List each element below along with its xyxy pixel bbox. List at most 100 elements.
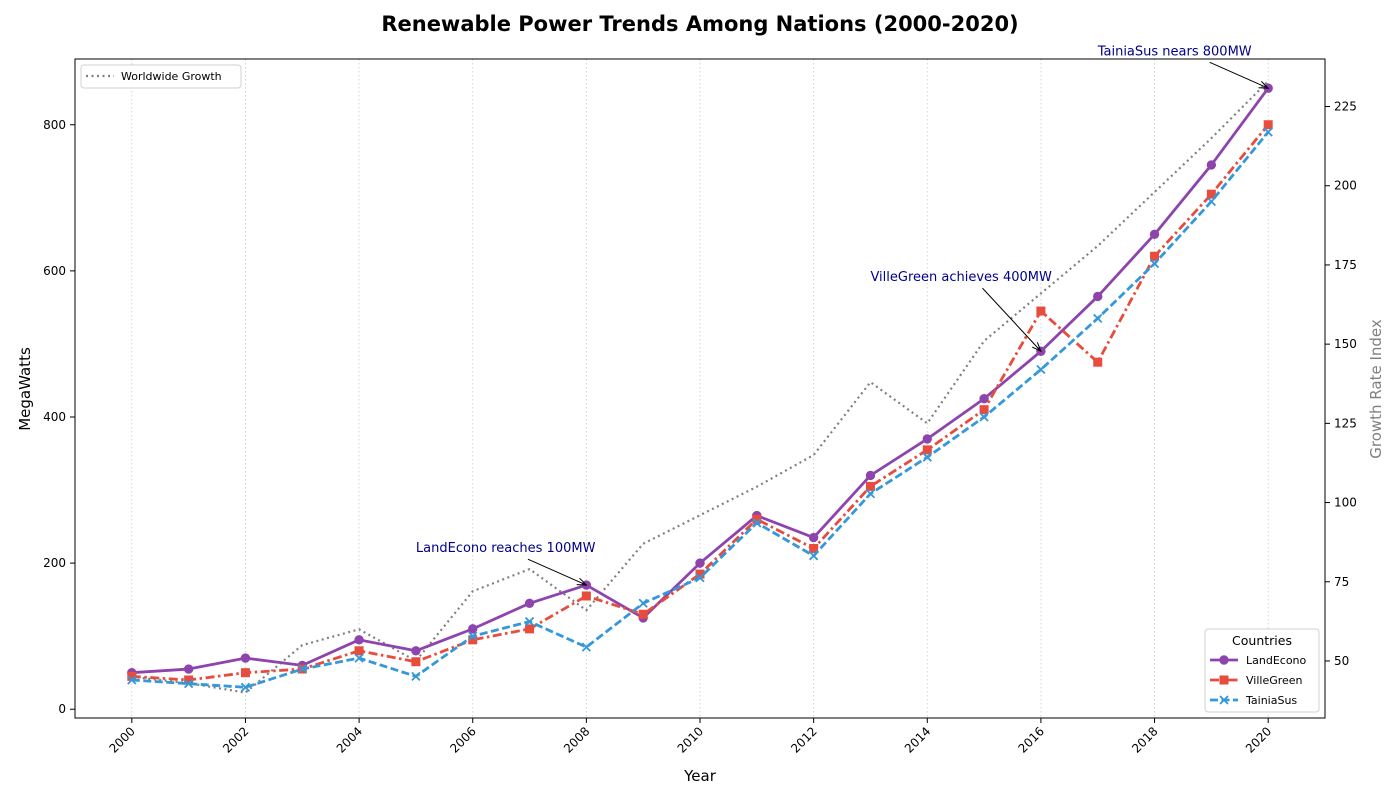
legend-label-villegreen: VilleGreen xyxy=(1246,674,1303,687)
x-tick-label-2004: 2004 xyxy=(334,724,365,755)
point-villegreen-2017 xyxy=(1093,357,1103,367)
legend-countries-box xyxy=(1204,628,1320,713)
y-tick-label-400: 400 xyxy=(43,410,66,424)
point-tainiasus-2018 xyxy=(1149,258,1160,269)
point-villegreen-2013 xyxy=(865,481,875,491)
annotations: LandEcono reaches 100MW VilleGreen achiev… xyxy=(416,44,1270,586)
annotation-1: LandEcono reaches 100MW xyxy=(416,541,596,586)
x-tick-label-2020: 2020 xyxy=(1243,724,1274,755)
point-landecono-2015 xyxy=(979,394,989,404)
point-tainiasus-2003 xyxy=(297,664,307,674)
point-tainiasus-2012 xyxy=(808,551,819,561)
point-landecono-2002 xyxy=(240,653,251,663)
y2-tick-label-225: 225 xyxy=(1334,100,1357,114)
y-tick-label-800: 800 xyxy=(43,118,66,132)
point-villegreen-2008 xyxy=(581,591,591,601)
series-tainiasus xyxy=(127,127,1273,692)
y2-tick-label-50: 50 xyxy=(1334,654,1349,668)
y2-tick-label-200: 200 xyxy=(1334,179,1357,193)
annotation-2: VilleGreen achieves 400MW xyxy=(870,270,1052,353)
point-landecono-2019 xyxy=(1206,160,1217,170)
point-villegreen-2018 xyxy=(1150,251,1160,261)
x-tick-label-2018: 2018 xyxy=(1129,724,1160,755)
legend-countries: Countries LandEcono VilleGreen TainiaSus xyxy=(1204,628,1320,713)
annotation-3: TainiaSus nears 800MW xyxy=(1097,44,1270,89)
point-tainiasus-2008 xyxy=(581,642,592,652)
y2-tick-label-125: 125 xyxy=(1334,416,1357,430)
x-axis: 2000 2002 2004 2006 2008 2010 2012 2014 2016 2018… xyxy=(106,718,1274,756)
point-tainiasus-2019 xyxy=(1206,196,1216,207)
point-villegreen-2005 xyxy=(411,657,421,667)
point-villegreen-2002 xyxy=(240,668,250,678)
chart-title: Renewable Power Trends Among Nations (20… xyxy=(381,12,1018,36)
annotation-arrow-1 xyxy=(527,558,587,586)
point-villegreen-2020 xyxy=(1263,120,1273,130)
x-tick-label-2000: 2000 xyxy=(106,724,137,755)
legend-label-landecono: LandEcono xyxy=(1246,654,1307,667)
point-tainiasus-2007 xyxy=(524,616,535,627)
point-tainiasus-2011 xyxy=(752,518,762,528)
point-tainiasus-2010 xyxy=(695,573,705,583)
legend-marker-tainiasus xyxy=(1219,695,1229,705)
point-tainiasus-2009 xyxy=(638,598,648,608)
annotation-text-3: TainiaSus nears 800MW xyxy=(1097,44,1252,59)
annotation-text-2: VilleGreen achieves 400MW xyxy=(870,270,1052,285)
point-landecono-2017 xyxy=(1093,291,1103,302)
point-tainiasus-2020 xyxy=(1263,127,1273,137)
point-landecono-2007 xyxy=(524,598,535,608)
legend-worldwide-box xyxy=(80,64,242,89)
y-axis-label: MegaWatts xyxy=(16,347,34,431)
y2-tick-label-150: 150 xyxy=(1334,337,1357,351)
annotation-text-1: LandEcono reaches 100MW xyxy=(416,541,596,556)
annotation-arrowhead-1 xyxy=(576,577,588,586)
point-villegreen-2016 xyxy=(1036,306,1046,316)
point-tainiasus-2004 xyxy=(354,653,364,663)
legend-title: Countries xyxy=(1232,633,1292,648)
point-landecono-2005 xyxy=(411,646,421,656)
y-tick-label-200: 200 xyxy=(43,556,66,570)
y-axis: 0 200 400 600 800 xyxy=(43,118,75,716)
series-worldwide-growth xyxy=(131,80,1269,694)
point-landecono-2006 xyxy=(468,624,478,634)
point-villegreen-2019 xyxy=(1206,189,1216,199)
point-tainiasus-2013 xyxy=(865,489,876,499)
point-tainiasus-2015 xyxy=(979,412,989,422)
x-tick-label-2016: 2016 xyxy=(1016,724,1047,755)
point-villegreen-2015 xyxy=(979,405,989,415)
series-layer xyxy=(127,80,1273,694)
y-tick-label-0: 0 xyxy=(58,702,66,716)
legend-marker-landecono xyxy=(1219,655,1229,665)
point-tainiasus-2016 xyxy=(1036,364,1046,375)
point-tainiasus-2000 xyxy=(127,675,137,685)
y2-axis: 50 75 100 125 150 175 200 225 xyxy=(1325,100,1357,668)
grid-lines xyxy=(131,59,1269,718)
x-tick-label-2012: 2012 xyxy=(788,724,819,755)
point-landecono-2001 xyxy=(183,664,194,674)
point-landecono-2014 xyxy=(922,434,932,444)
point-villegreen-2007 xyxy=(525,624,535,634)
point-landecono-2010 xyxy=(695,558,705,568)
y2-tick-label-175: 175 xyxy=(1334,258,1357,272)
x-tick-label-2006: 2006 xyxy=(447,724,478,755)
legend-worldwide: Worldwide Growth xyxy=(80,64,242,89)
series-line-villegreen xyxy=(131,123,1270,682)
point-tainiasus-2017 xyxy=(1093,313,1103,323)
point-villegreen-2014 xyxy=(922,445,932,455)
legend-label-tainiasus: TainiaSus xyxy=(1245,694,1297,707)
point-landecono-2018 xyxy=(1149,229,1160,240)
annotation-arrow-3 xyxy=(1209,61,1269,89)
x-tick-label-2010: 2010 xyxy=(675,724,706,755)
series-line-worldwide-growth xyxy=(131,80,1269,694)
point-tainiasus-2001 xyxy=(183,679,194,689)
point-tainiasus-2002 xyxy=(240,682,251,692)
point-tainiasus-2014 xyxy=(922,452,932,462)
legend-label-worldwide-growth: Worldwide Growth xyxy=(121,70,222,83)
point-landecono-2013 xyxy=(865,470,876,481)
x-axis-label: Year xyxy=(683,767,717,785)
point-landecono-2012 xyxy=(808,532,819,543)
point-villegreen-2004 xyxy=(354,646,364,656)
point-tainiasus-2005 xyxy=(411,671,421,681)
x-tick-label-2002: 2002 xyxy=(220,724,251,755)
annotation-arrowhead-3 xyxy=(1258,81,1270,89)
